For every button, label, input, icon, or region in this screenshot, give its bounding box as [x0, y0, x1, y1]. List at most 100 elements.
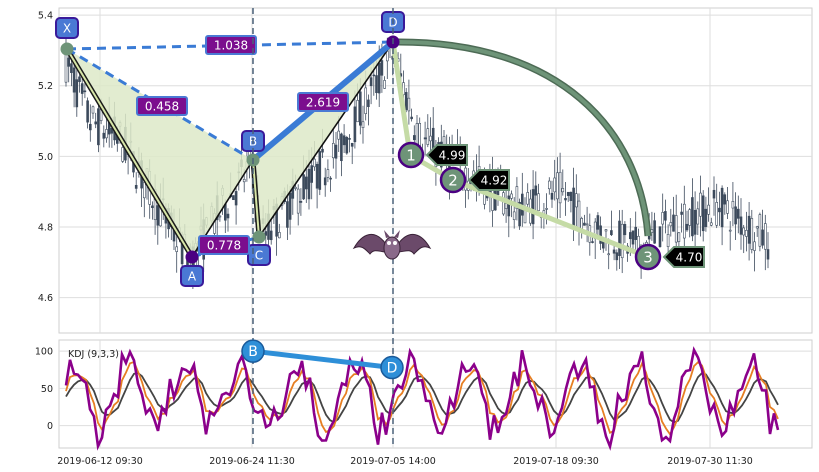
candle-body	[736, 208, 740, 219]
candle-body	[72, 67, 76, 93]
kdj-marker-label: B	[248, 344, 258, 360]
kdj-lines	[64, 346, 780, 451]
kdj-k-line	[65, 360, 779, 436]
candle-body	[572, 187, 575, 228]
candle-body	[340, 133, 343, 162]
candle-body	[91, 106, 95, 114]
kdj-y-tick-label: 100	[35, 347, 53, 358]
candle-body	[658, 226, 662, 248]
ratio-label: 2.619	[306, 96, 340, 110]
bat-left-wing	[352, 234, 387, 255]
candle-body	[151, 205, 154, 208]
candle-body	[691, 197, 694, 237]
candle-body	[553, 177, 557, 193]
kdj-marker-circle	[380, 355, 404, 380]
price-y-tick-label: 5.0	[38, 152, 53, 163]
candle-body	[674, 215, 678, 243]
candle-body	[367, 99, 370, 108]
candle-body	[329, 177, 332, 180]
candle-body	[504, 203, 508, 209]
candle-body	[356, 100, 359, 123]
bat-ears	[384, 230, 400, 238]
candle-body	[766, 249, 770, 260]
candle-body	[739, 216, 743, 235]
x-tick-label: 2019-07-05 14:00	[350, 456, 436, 467]
candle-body	[353, 106, 357, 143]
candle-body	[556, 172, 559, 200]
candle-body	[218, 215, 222, 218]
candle-body	[561, 188, 565, 193]
target-number: 2	[448, 172, 458, 190]
candle-body	[569, 191, 573, 201]
candle-body	[380, 60, 384, 76]
candle-body	[426, 128, 430, 145]
candle-body	[583, 222, 586, 226]
candle-body	[701, 195, 705, 232]
candle-body	[80, 83, 84, 94]
candle-body	[693, 209, 697, 235]
bat-right-wing	[397, 234, 432, 255]
candle-body	[753, 241, 756, 251]
candle-body	[680, 211, 683, 215]
candle-body	[688, 209, 692, 226]
candle-body	[526, 192, 530, 205]
candle-body	[410, 116, 413, 120]
candle-body	[226, 213, 230, 219]
candle-body	[515, 186, 519, 209]
candle-body	[83, 90, 87, 93]
candle-body	[612, 249, 616, 254]
target-value-tag	[425, 144, 468, 166]
target-value-label: 4.92	[481, 174, 508, 188]
candle-body	[718, 207, 721, 213]
candle-body	[407, 97, 411, 112]
candle-body	[175, 246, 178, 252]
candle-body	[726, 200, 729, 214]
candle-body	[558, 171, 562, 204]
candle-body	[712, 189, 716, 199]
candle-body	[653, 220, 656, 244]
point-a-box	[180, 265, 204, 287]
leg-xa	[66, 48, 193, 258]
ratio-box	[297, 92, 349, 112]
candle-body	[761, 229, 764, 246]
price-y-tick-label: 4.8	[38, 223, 53, 234]
x-tick-label: 2019-07-18 09:30	[513, 456, 599, 467]
candle-body	[86, 100, 89, 123]
candle-body	[664, 211, 667, 221]
candle-body	[512, 211, 516, 220]
candle-body	[288, 192, 292, 220]
candle-body	[666, 234, 670, 248]
candle-body	[518, 201, 521, 227]
candle-body	[596, 215, 600, 230]
candle-body	[277, 232, 281, 239]
dash-xd	[66, 40, 394, 51]
bcd-triangle	[253, 42, 393, 237]
candle-body	[696, 208, 700, 225]
candle-body	[763, 223, 767, 250]
bat-eye-left	[387, 241, 391, 245]
candle-body	[242, 178, 246, 183]
candle-body	[232, 195, 235, 201]
candle-body	[547, 180, 551, 190]
candle-body	[585, 223, 589, 226]
candle-body	[607, 253, 611, 256]
candle-body	[331, 143, 335, 159]
candle-body	[610, 230, 613, 236]
candle-body	[545, 208, 548, 210]
point-a-label: A	[188, 270, 197, 284]
x-tick-label: 2019-07-30 11:30	[667, 456, 753, 467]
candle-body	[507, 195, 511, 217]
candle-body	[318, 151, 322, 190]
candle-body	[534, 185, 538, 196]
candle-body	[334, 144, 338, 159]
price-y-tick-label: 4.6	[38, 293, 53, 304]
candle-body	[383, 80, 386, 89]
candle-body	[604, 229, 608, 232]
candle-body	[361, 121, 365, 129]
candle-body	[620, 223, 624, 259]
candle-body	[510, 193, 513, 199]
candle-body	[372, 74, 376, 77]
target-circle	[439, 166, 467, 194]
ratio-label: 1.038	[214, 39, 248, 53]
